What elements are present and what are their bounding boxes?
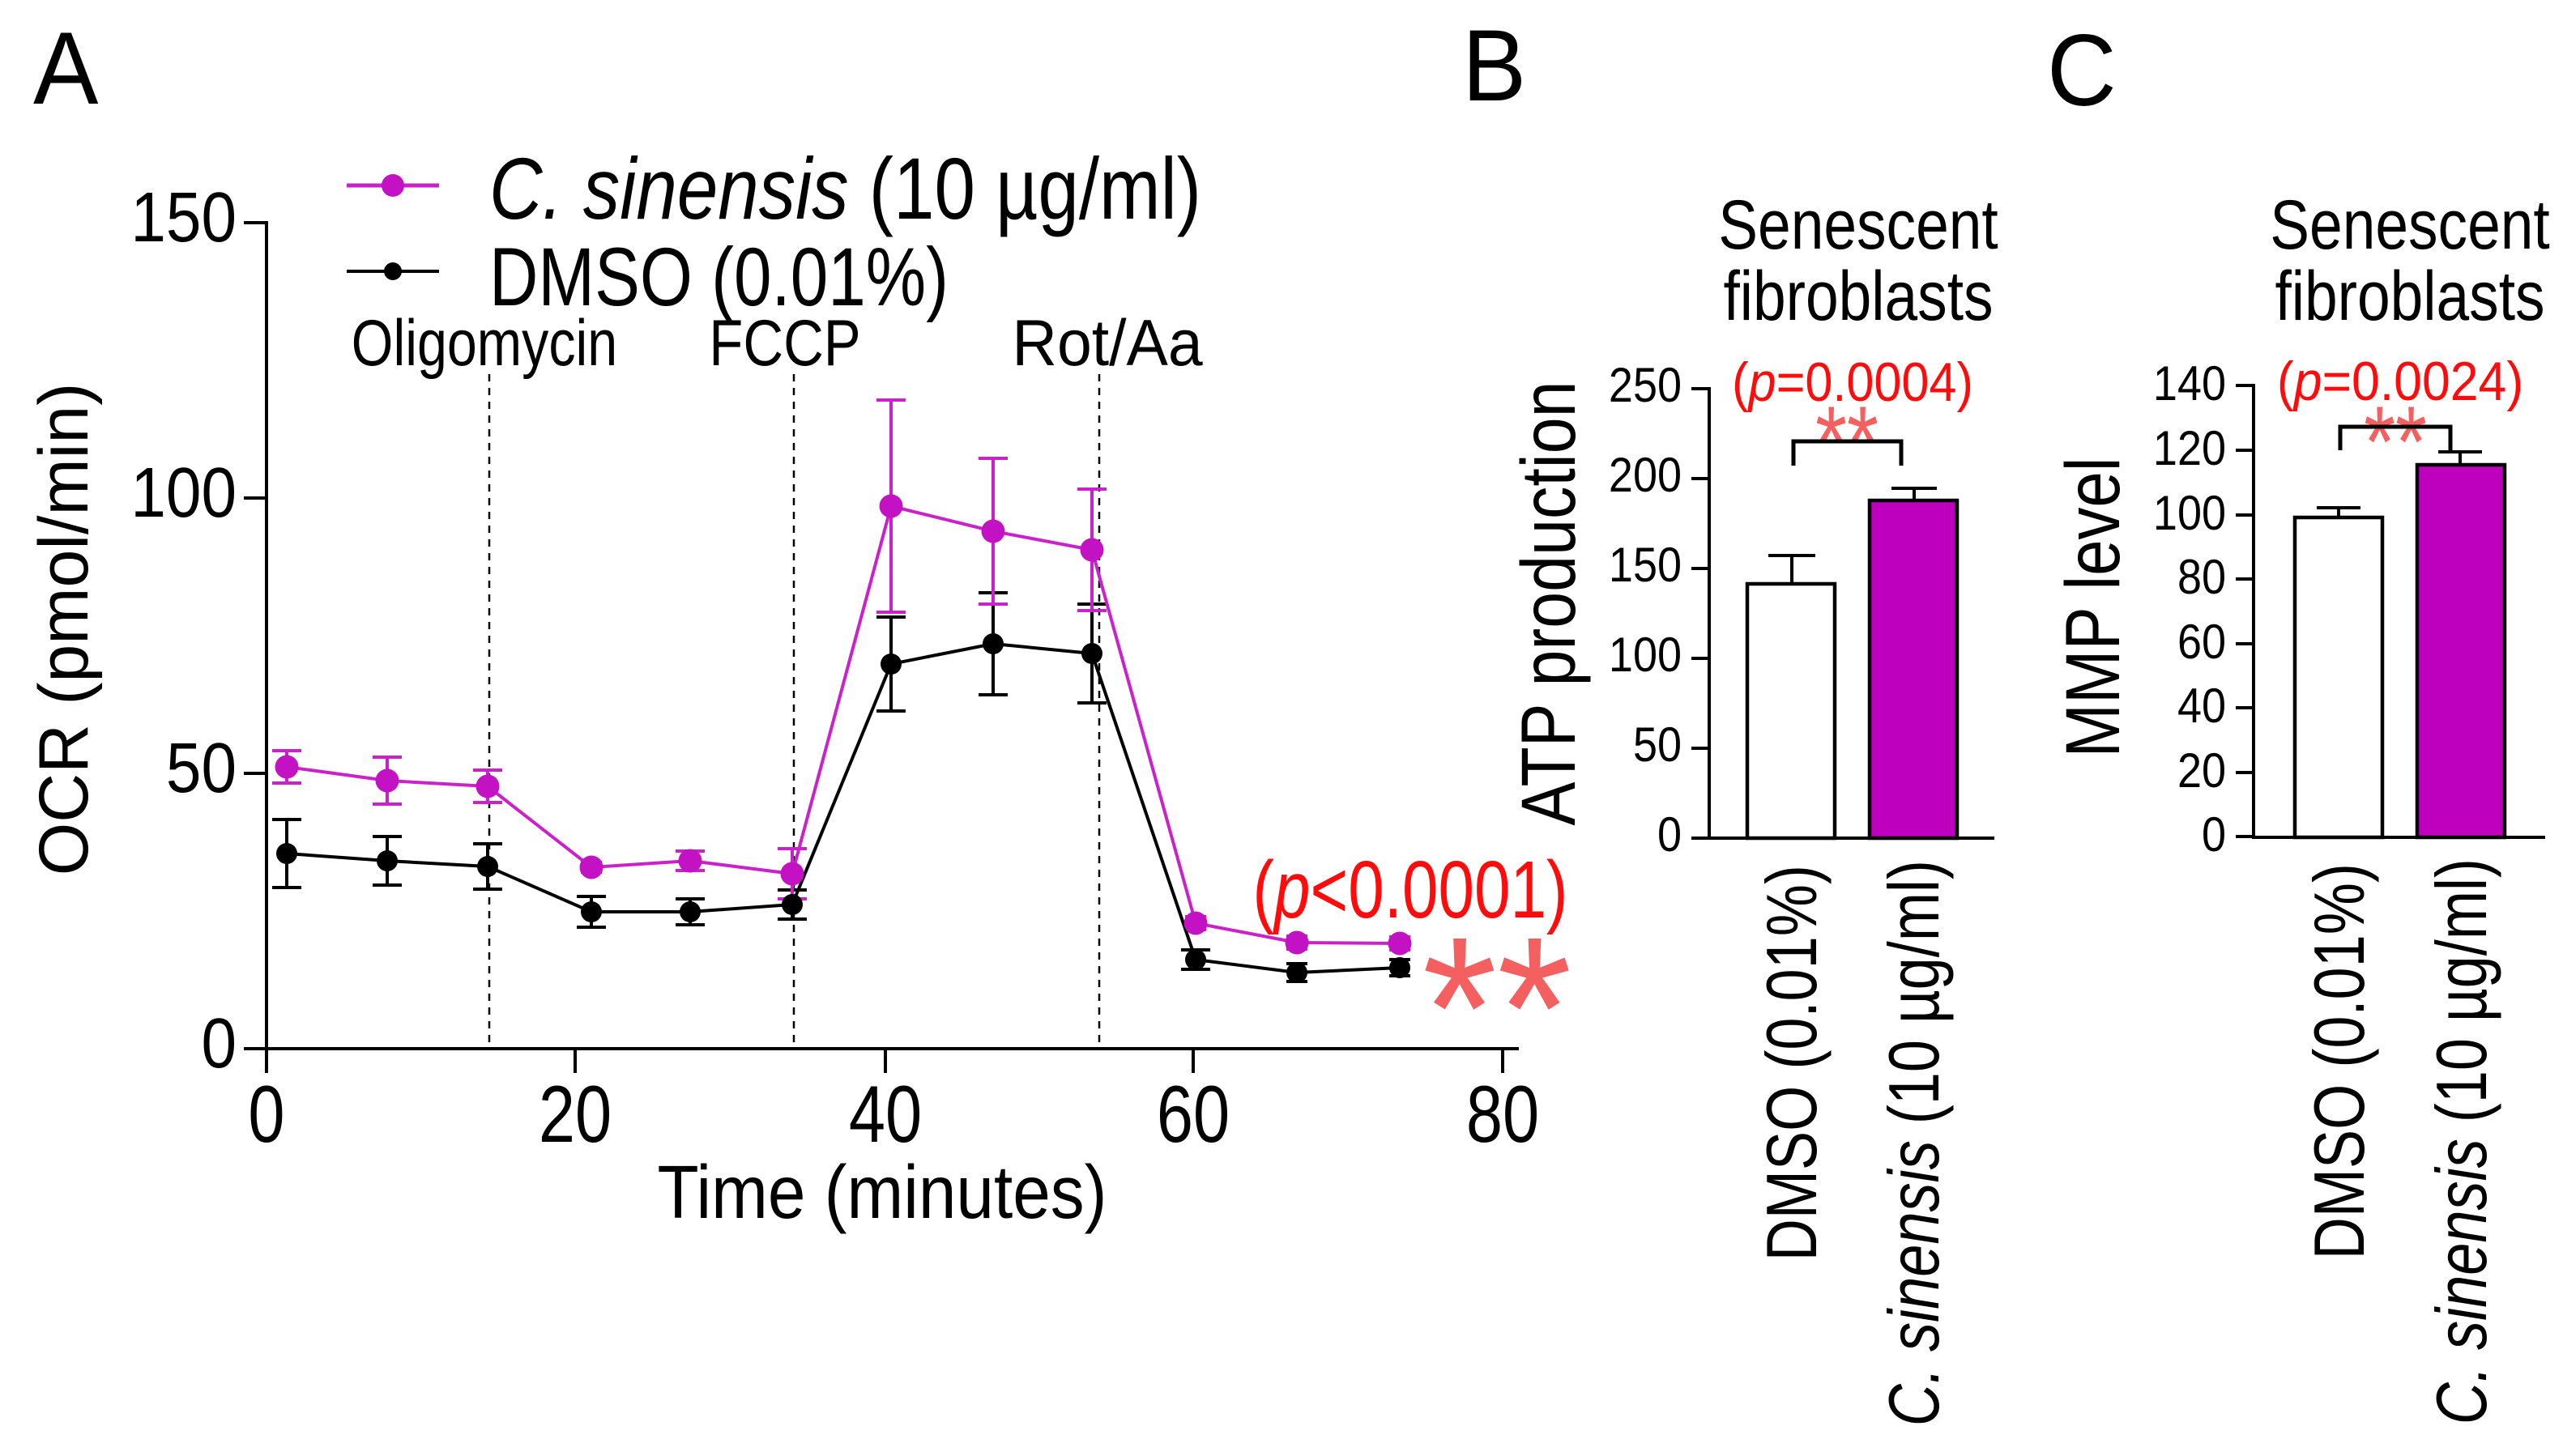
svg-text:100: 100 xyxy=(1609,628,1682,682)
svg-text:80: 80 xyxy=(1466,1070,1539,1159)
svg-text:40: 40 xyxy=(2177,679,2226,733)
svg-text:40: 40 xyxy=(849,1070,922,1159)
svg-text:Rot/Aa: Rot/Aa xyxy=(1012,305,1202,379)
svg-text:0: 0 xyxy=(1657,807,1682,862)
svg-text:FCCP: FCCP xyxy=(709,306,860,380)
svg-text:C. sinensis (10 µg/ml): C. sinensis (10 µg/ml) xyxy=(489,141,1201,238)
svg-text:**: ** xyxy=(1422,894,1572,1121)
svg-text:20: 20 xyxy=(2177,743,2226,798)
svg-text:80: 80 xyxy=(2177,550,2226,604)
svg-text:OCR (pmol/min): OCR (pmol/min) xyxy=(25,383,103,876)
svg-text:150: 150 xyxy=(130,177,237,257)
svg-text:200: 200 xyxy=(1609,448,1682,502)
svg-text:100: 100 xyxy=(2153,486,2226,540)
svg-text:DMSO (0.01%): DMSO (0.01%) xyxy=(1752,865,1832,1261)
svg-text:Time (minutes): Time (minutes) xyxy=(658,1150,1107,1234)
svg-text:250: 250 xyxy=(1609,358,1682,412)
svg-text:fibroblasts: fibroblasts xyxy=(1723,257,1993,334)
svg-text:100: 100 xyxy=(130,453,237,532)
svg-text:A: A xyxy=(33,11,99,126)
svg-text:DMSO (0.01%): DMSO (0.01%) xyxy=(489,231,949,323)
svg-text:60: 60 xyxy=(1157,1070,1230,1159)
svg-text:0: 0 xyxy=(248,1070,284,1159)
svg-text:Senescent: Senescent xyxy=(2270,185,2549,263)
svg-text:Oligomycin: Oligomycin xyxy=(352,306,617,380)
svg-text:C. sinensis (10 µg/ml): C. sinensis (10 µg/ml) xyxy=(1874,860,1954,1426)
svg-text:150: 150 xyxy=(1609,538,1682,592)
svg-text:(p=0.0004): (p=0.0004) xyxy=(1732,351,1973,413)
svg-text:50: 50 xyxy=(1633,717,1682,772)
svg-text:60: 60 xyxy=(2177,615,2226,669)
svg-text:B: B xyxy=(1462,9,1526,121)
svg-text:ATP production: ATP production xyxy=(1505,381,1592,825)
svg-text:140: 140 xyxy=(2153,356,2226,411)
svg-text:120: 120 xyxy=(2153,421,2226,475)
svg-text:C: C xyxy=(2047,14,2117,126)
svg-text:0: 0 xyxy=(201,1003,237,1083)
svg-text:(p=0.0024): (p=0.0024) xyxy=(2277,351,2523,412)
svg-text:0: 0 xyxy=(2202,807,2226,862)
svg-text:(p<0.0001): (p<0.0001) xyxy=(1252,845,1567,936)
svg-text:20: 20 xyxy=(539,1070,612,1159)
svg-text:C. sinensis (10 µg/ml): C. sinensis (10 µg/ml) xyxy=(2422,858,2501,1424)
svg-text:DMSO (0.01%): DMSO (0.01%) xyxy=(2300,863,2379,1259)
svg-text:fibroblasts: fibroblasts xyxy=(2275,257,2544,334)
svg-text:50: 50 xyxy=(166,728,237,807)
svg-text:Senescent: Senescent xyxy=(1718,185,1998,263)
svg-text:MMP level: MMP level xyxy=(2049,458,2135,758)
